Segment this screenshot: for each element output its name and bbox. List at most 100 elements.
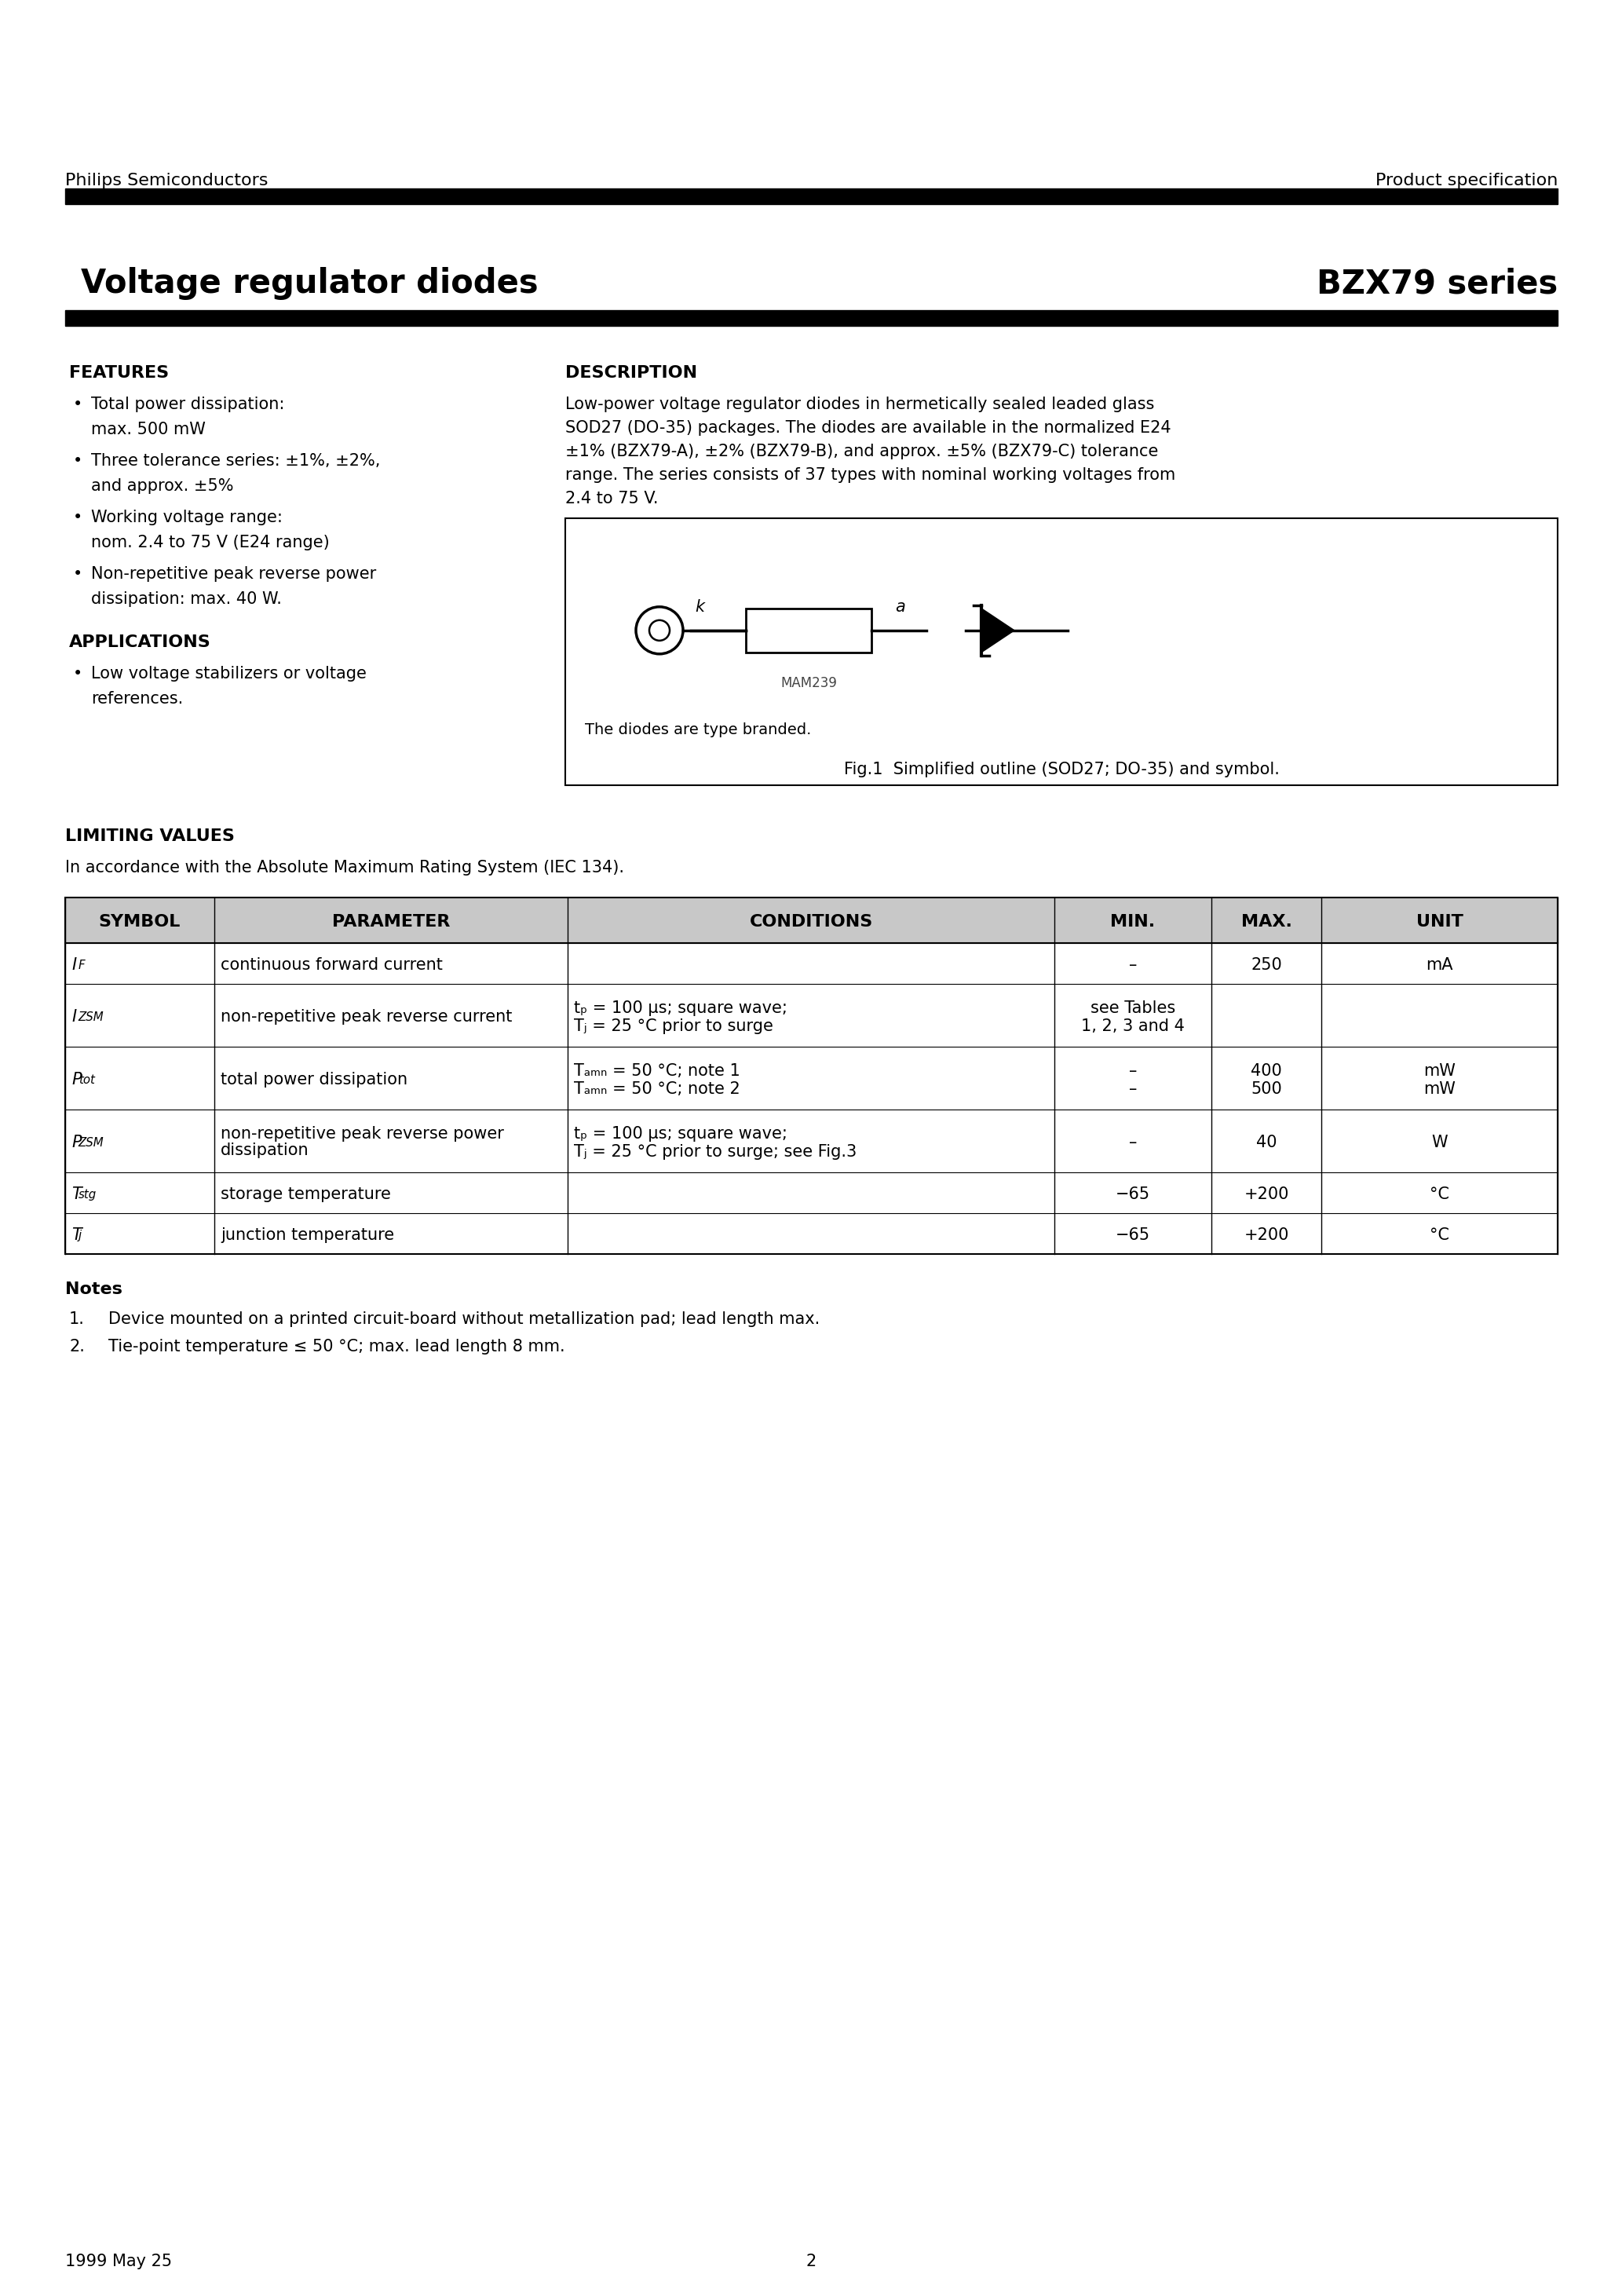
Text: +200: +200 — [1244, 1187, 1289, 1203]
Text: •: • — [73, 666, 83, 682]
Text: ZSM: ZSM — [78, 1010, 104, 1024]
Text: Device mounted on a printed circuit-board without metallization pad; lead length: Device mounted on a printed circuit-boar… — [109, 1311, 819, 1327]
Text: UNIT: UNIT — [1416, 914, 1463, 930]
Text: a: a — [895, 599, 905, 615]
Text: The diodes are type branded.: The diodes are type branded. — [586, 723, 811, 737]
Text: T: T — [71, 1228, 81, 1242]
Text: 2: 2 — [806, 2255, 816, 2268]
Text: –: – — [1129, 1063, 1137, 1079]
Text: MAM239: MAM239 — [780, 675, 837, 691]
Bar — [65, 188, 1557, 204]
Text: −65: −65 — [1116, 1228, 1150, 1242]
Text: 1, 2, 3 and 4: 1, 2, 3 and 4 — [1082, 1019, 1184, 1033]
Text: max. 500 mW: max. 500 mW — [91, 422, 206, 436]
Text: LIMITING VALUES: LIMITING VALUES — [65, 829, 235, 845]
Text: Total power dissipation:: Total power dissipation: — [91, 397, 284, 413]
Text: –: – — [1129, 1081, 1137, 1097]
Bar — [564, 519, 1557, 785]
Text: Tie-point temperature ≤ 50 °C; max. lead length 8 mm.: Tie-point temperature ≤ 50 °C; max. lead… — [109, 1339, 564, 1355]
Text: k: k — [694, 599, 704, 615]
Polygon shape — [981, 608, 1014, 652]
Text: Tₐₘₙ = 50 °C; note 1: Tₐₘₙ = 50 °C; note 1 — [574, 1063, 740, 1079]
Text: –: – — [1129, 1134, 1137, 1150]
Text: non-repetitive peak reverse power: non-repetitive peak reverse power — [221, 1125, 504, 1141]
Text: 250: 250 — [1251, 957, 1281, 974]
Text: MAX.: MAX. — [1241, 914, 1291, 930]
Text: mW: mW — [1424, 1063, 1455, 1079]
Text: T: T — [71, 1187, 81, 1203]
Bar — [65, 1109, 1557, 1173]
Text: ±1% (BZX79-A), ±2% (BZX79-B), and approx. ±5% (BZX79-C) tolerance: ±1% (BZX79-A), ±2% (BZX79-B), and approx… — [564, 443, 1158, 459]
Text: mA: mA — [1426, 957, 1453, 974]
Text: MIN.: MIN. — [1111, 914, 1155, 930]
Text: Philips Semiconductors: Philips Semiconductors — [65, 172, 268, 188]
Text: see Tables: see Tables — [1090, 1001, 1176, 1017]
Text: BZX79 series: BZX79 series — [1317, 266, 1557, 301]
Text: SYMBOL: SYMBOL — [99, 914, 180, 930]
Text: Low voltage stabilizers or voltage: Low voltage stabilizers or voltage — [91, 666, 367, 682]
Text: 1.: 1. — [70, 1311, 84, 1327]
Text: Tₐₘₙ = 50 °C; note 2: Tₐₘₙ = 50 °C; note 2 — [574, 1081, 740, 1097]
Text: Three tolerance series: ±1%, ±2%,: Three tolerance series: ±1%, ±2%, — [91, 452, 380, 468]
Text: tₚ = 100 μs; square wave;: tₚ = 100 μs; square wave; — [574, 1125, 787, 1141]
Text: •: • — [73, 567, 83, 581]
Text: 40: 40 — [1255, 1134, 1277, 1150]
Text: 2.4 to 75 V.: 2.4 to 75 V. — [564, 491, 659, 507]
Text: •: • — [73, 510, 83, 526]
Bar — [65, 1047, 1557, 1109]
Text: °C: °C — [1429, 1228, 1450, 1242]
Text: stg: stg — [78, 1189, 97, 1201]
Text: –: – — [1129, 957, 1137, 974]
Bar — [746, 608, 871, 652]
Text: 2.: 2. — [70, 1339, 84, 1355]
Text: FEATURES: FEATURES — [70, 365, 169, 381]
Text: nom. 2.4 to 75 V (E24 range): nom. 2.4 to 75 V (E24 range) — [91, 535, 329, 551]
Text: SOD27 (DO-35) packages. The diodes are available in the normalized E24: SOD27 (DO-35) packages. The diodes are a… — [564, 420, 1171, 436]
Text: °C: °C — [1429, 1187, 1450, 1203]
Text: and approx. ±5%: and approx. ±5% — [91, 478, 234, 494]
Text: P: P — [71, 1072, 81, 1088]
Bar — [65, 944, 1557, 985]
Text: Fig.1  Simplified outline (SOD27; DO-35) and symbol.: Fig.1 Simplified outline (SOD27; DO-35) … — [843, 762, 1280, 778]
Text: continuous forward current: continuous forward current — [221, 957, 443, 974]
Text: DESCRIPTION: DESCRIPTION — [564, 365, 697, 381]
Text: dissipation: dissipation — [221, 1143, 310, 1157]
Text: −65: −65 — [1116, 1187, 1150, 1203]
Text: ZSM: ZSM — [78, 1137, 104, 1148]
Text: 400: 400 — [1251, 1063, 1281, 1079]
Text: W: W — [1431, 1134, 1447, 1150]
Text: Tⱼ = 25 °C prior to surge: Tⱼ = 25 °C prior to surge — [574, 1019, 774, 1033]
Text: In accordance with the Absolute Maximum Rating System (IEC 134).: In accordance with the Absolute Maximum … — [65, 859, 624, 875]
Bar — [65, 310, 1557, 326]
Text: Non-repetitive peak reverse power: Non-repetitive peak reverse power — [91, 567, 376, 581]
Text: range. The series consists of 37 types with nominal working voltages from: range. The series consists of 37 types w… — [564, 466, 1176, 482]
Text: I: I — [71, 1008, 76, 1024]
Text: non-repetitive peak reverse current: non-repetitive peak reverse current — [221, 1008, 513, 1024]
Bar — [65, 898, 1557, 1254]
Bar — [65, 985, 1557, 1047]
Text: Low-power voltage regulator diodes in hermetically sealed leaded glass: Low-power voltage regulator diodes in he… — [564, 397, 1155, 413]
Text: Tⱼ = 25 °C prior to surge; see Fig.3: Tⱼ = 25 °C prior to surge; see Fig.3 — [574, 1143, 856, 1159]
Text: P: P — [71, 1134, 81, 1150]
Text: storage temperature: storage temperature — [221, 1187, 391, 1203]
Text: F: F — [78, 960, 84, 971]
Text: Product specification: Product specification — [1375, 172, 1557, 188]
Bar — [65, 1173, 1557, 1212]
Text: j: j — [78, 1228, 81, 1242]
Text: total power dissipation: total power dissipation — [221, 1072, 407, 1088]
Text: •: • — [73, 452, 83, 468]
Text: junction temperature: junction temperature — [221, 1228, 394, 1242]
Text: PARAMETER: PARAMETER — [333, 914, 449, 930]
Text: 500: 500 — [1251, 1081, 1281, 1097]
Text: I: I — [71, 957, 76, 974]
Text: APPLICATIONS: APPLICATIONS — [70, 634, 211, 650]
Text: •: • — [73, 397, 83, 413]
Text: Notes: Notes — [65, 1281, 122, 1297]
Text: 1999 May 25: 1999 May 25 — [65, 2255, 172, 2268]
Bar — [65, 1212, 1557, 1254]
Text: mW: mW — [1424, 1081, 1455, 1097]
Text: tₚ = 100 μs; square wave;: tₚ = 100 μs; square wave; — [574, 1001, 787, 1017]
Text: dissipation: max. 40 W.: dissipation: max. 40 W. — [91, 592, 282, 606]
Text: Working voltage range:: Working voltage range: — [91, 510, 282, 526]
Bar — [65, 898, 1557, 944]
